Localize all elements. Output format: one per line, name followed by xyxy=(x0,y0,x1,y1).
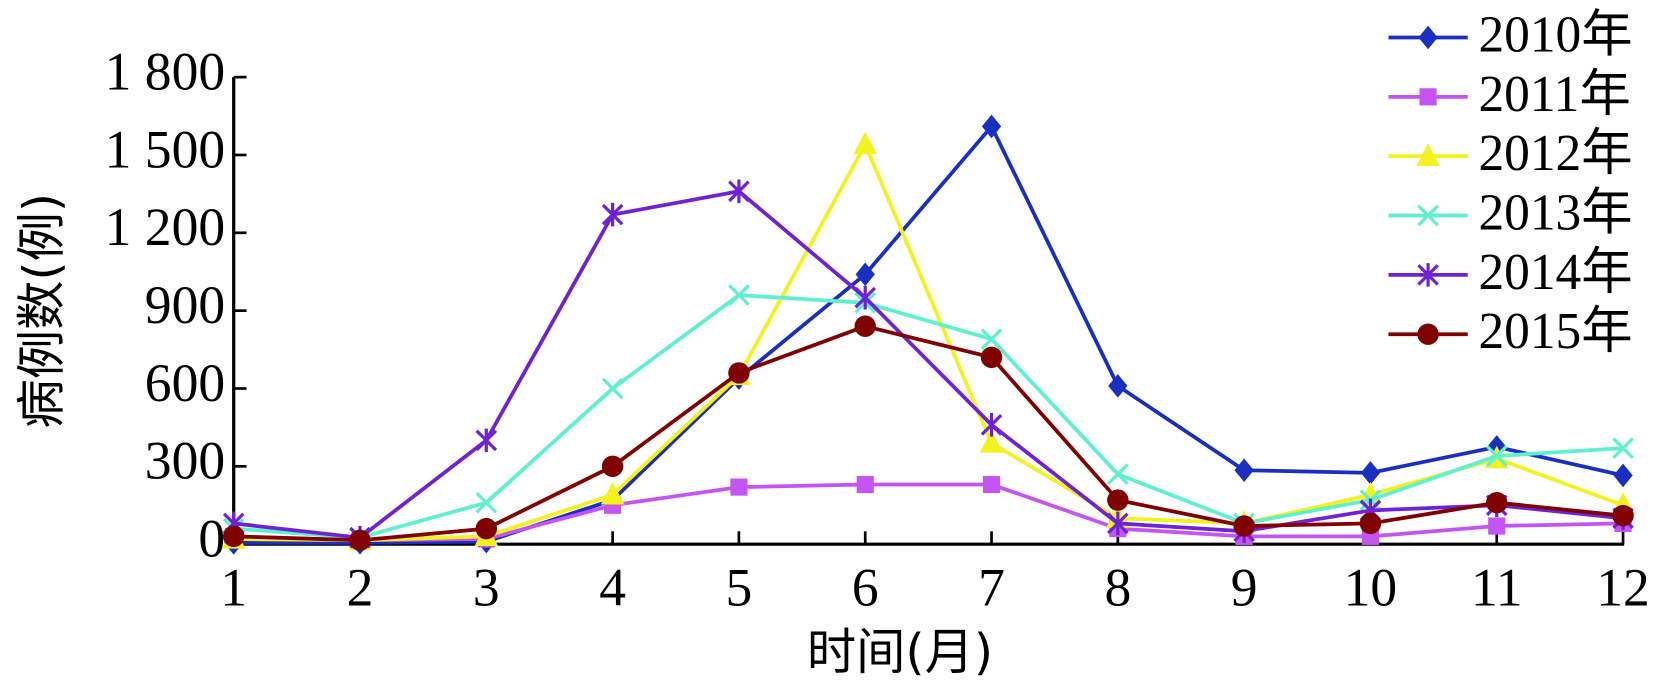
series-line xyxy=(233,140,1624,543)
data-point xyxy=(1485,445,1508,467)
data-point xyxy=(1612,437,1634,459)
data-point xyxy=(600,482,625,505)
data-point xyxy=(1107,511,1129,536)
x-tick-label: 1 xyxy=(220,558,247,618)
data-point xyxy=(475,517,498,540)
data-point xyxy=(1486,491,1508,514)
x-tick-label: 3 xyxy=(473,558,500,618)
data-point xyxy=(1488,517,1506,535)
data-point xyxy=(349,529,371,551)
x-tick-label: 7 xyxy=(978,558,1005,618)
y-tick-label: 300 xyxy=(145,431,225,491)
x-tick-label: 11 xyxy=(1471,558,1523,618)
legend-label: 2012年 xyxy=(1478,125,1632,182)
data-point xyxy=(1612,504,1634,527)
data-point xyxy=(980,413,1003,437)
y-tick-label: 1 500 xyxy=(105,119,225,179)
y-tick-label: 0 xyxy=(198,508,225,568)
legend-marker xyxy=(1417,204,1439,227)
data-point xyxy=(981,114,1002,139)
series-line xyxy=(233,189,1624,540)
data-point xyxy=(980,346,1003,369)
x-tick-label: 9 xyxy=(1231,558,1258,618)
legend-marker xyxy=(1416,143,1440,166)
data-point xyxy=(854,285,876,310)
legend-label: 2010年 xyxy=(1478,6,1632,63)
data-point xyxy=(979,430,1004,453)
x-tick-label: 4 xyxy=(599,558,626,618)
data-point xyxy=(1360,461,1381,485)
legend-label: 2014年 xyxy=(1478,244,1632,301)
data-point xyxy=(601,202,624,227)
x-tick-label: 5 xyxy=(726,558,753,618)
data-point xyxy=(980,328,1003,350)
legend-label: 2013年 xyxy=(1478,184,1632,241)
y-tick-label: 600 xyxy=(145,353,225,413)
x-tick-label: 2 xyxy=(347,558,374,618)
data-point xyxy=(853,131,878,155)
data-point xyxy=(601,455,624,478)
data-point xyxy=(982,475,1001,494)
y-axis-title: 病例数(例) xyxy=(13,193,71,429)
y-tick-label: 1 800 xyxy=(105,41,225,101)
data-point xyxy=(1107,463,1129,485)
y-tick-label: 1 200 xyxy=(105,197,225,257)
data-point xyxy=(1107,489,1129,511)
data-point xyxy=(1613,463,1633,488)
data-point xyxy=(475,428,498,453)
series-line xyxy=(233,482,1624,543)
data-point xyxy=(728,284,750,306)
series-line xyxy=(233,293,1624,540)
data-point xyxy=(854,315,876,337)
x-axis-title: 时间(月) xyxy=(807,623,993,681)
x-tick-label: 6 xyxy=(852,558,879,618)
data-point xyxy=(222,525,245,548)
data-point xyxy=(856,475,874,494)
legend-label: 2015年 xyxy=(1478,303,1632,360)
legend-marker xyxy=(1417,323,1439,345)
y-tick-label: 900 xyxy=(145,275,225,335)
data-point xyxy=(730,478,748,496)
legend-label: 2011年 xyxy=(1478,66,1630,123)
data-point xyxy=(601,377,624,400)
series-line xyxy=(233,324,1624,543)
data-point xyxy=(1108,374,1128,398)
x-tick-label: 12 xyxy=(1596,558,1650,618)
data-point xyxy=(728,179,750,204)
series-line xyxy=(233,123,1624,545)
data-point xyxy=(1359,512,1382,535)
data-point xyxy=(728,362,750,384)
data-point xyxy=(475,491,498,514)
legend-marker xyxy=(1417,263,1439,287)
x-tick-label: 10 xyxy=(1344,558,1398,618)
data-point xyxy=(1233,515,1255,537)
x-tick-label: 8 xyxy=(1104,558,1131,618)
legend-marker xyxy=(1419,88,1437,106)
